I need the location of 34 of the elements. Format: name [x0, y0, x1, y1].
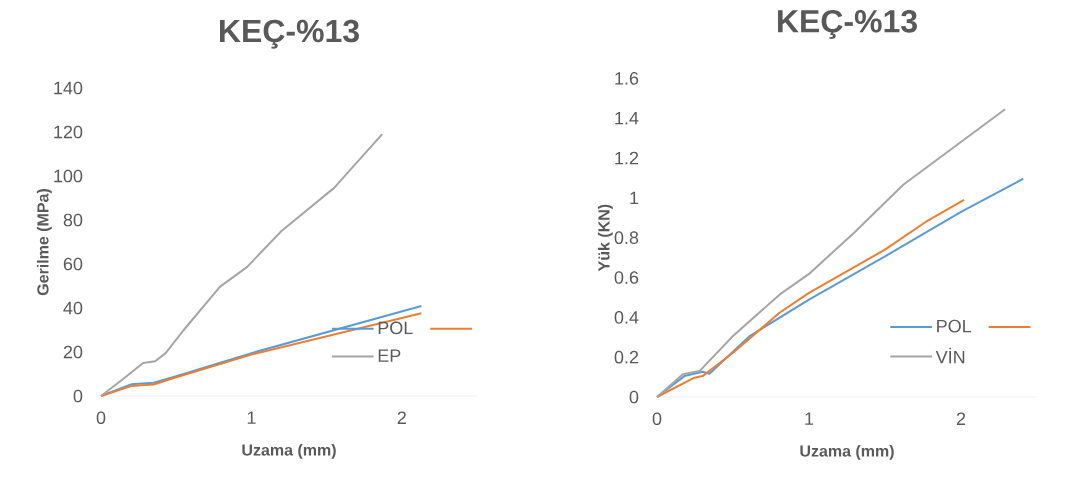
legend-label: POL: [937, 319, 972, 333]
x-tick-label: 2: [956, 412, 966, 425]
y-tick-label: 1.6: [615, 71, 639, 85]
y-tick-label: 1.4: [615, 111, 639, 125]
y-axis-title: Gerilme (MPa): [36, 189, 52, 296]
y-tick-label: 0: [629, 390, 639, 404]
x-axis-title: Uzama (mm): [242, 443, 336, 459]
x-axis-title: Uzama (mm): [800, 444, 894, 460]
x-tick-label: 0: [652, 412, 662, 426]
y-tick-label: 0.6: [614, 271, 639, 284]
y-axis-title: Yük (KN): [597, 204, 613, 272]
legend-label: EP: [378, 349, 401, 362]
y-tick-label: 1.2: [615, 151, 639, 165]
y-tick-label: 40: [63, 301, 83, 315]
y-tick-label: 100: [54, 169, 83, 183]
chart-title: KEÇ-%13: [778, 9, 917, 39]
y-tick-label: 140: [54, 81, 83, 95]
y-tick-label: 0.4: [614, 310, 639, 324]
chart-title: KEÇ-%13: [220, 19, 359, 49]
y-tick-label: 120: [54, 125, 83, 139]
legend-label: VİN: [935, 347, 965, 364]
y-tick-label: 1: [630, 191, 639, 205]
y-tick-label: 60: [63, 257, 83, 271]
x-tick-label: 1: [247, 411, 256, 424]
y-tick-label: 20: [63, 345, 83, 359]
y-tick-label: 0.2: [614, 350, 639, 364]
x-tick-label: 0: [96, 411, 106, 425]
y-tick-label: 0: [73, 389, 83, 403]
x-tick-label: 1: [805, 412, 814, 425]
y-tick-label: 0.8: [614, 231, 639, 245]
y-tick-label: 80: [63, 213, 83, 227]
legend-label: POL: [378, 321, 413, 335]
x-tick-label: 2: [397, 411, 406, 424]
line-series: [656, 108, 1007, 398]
